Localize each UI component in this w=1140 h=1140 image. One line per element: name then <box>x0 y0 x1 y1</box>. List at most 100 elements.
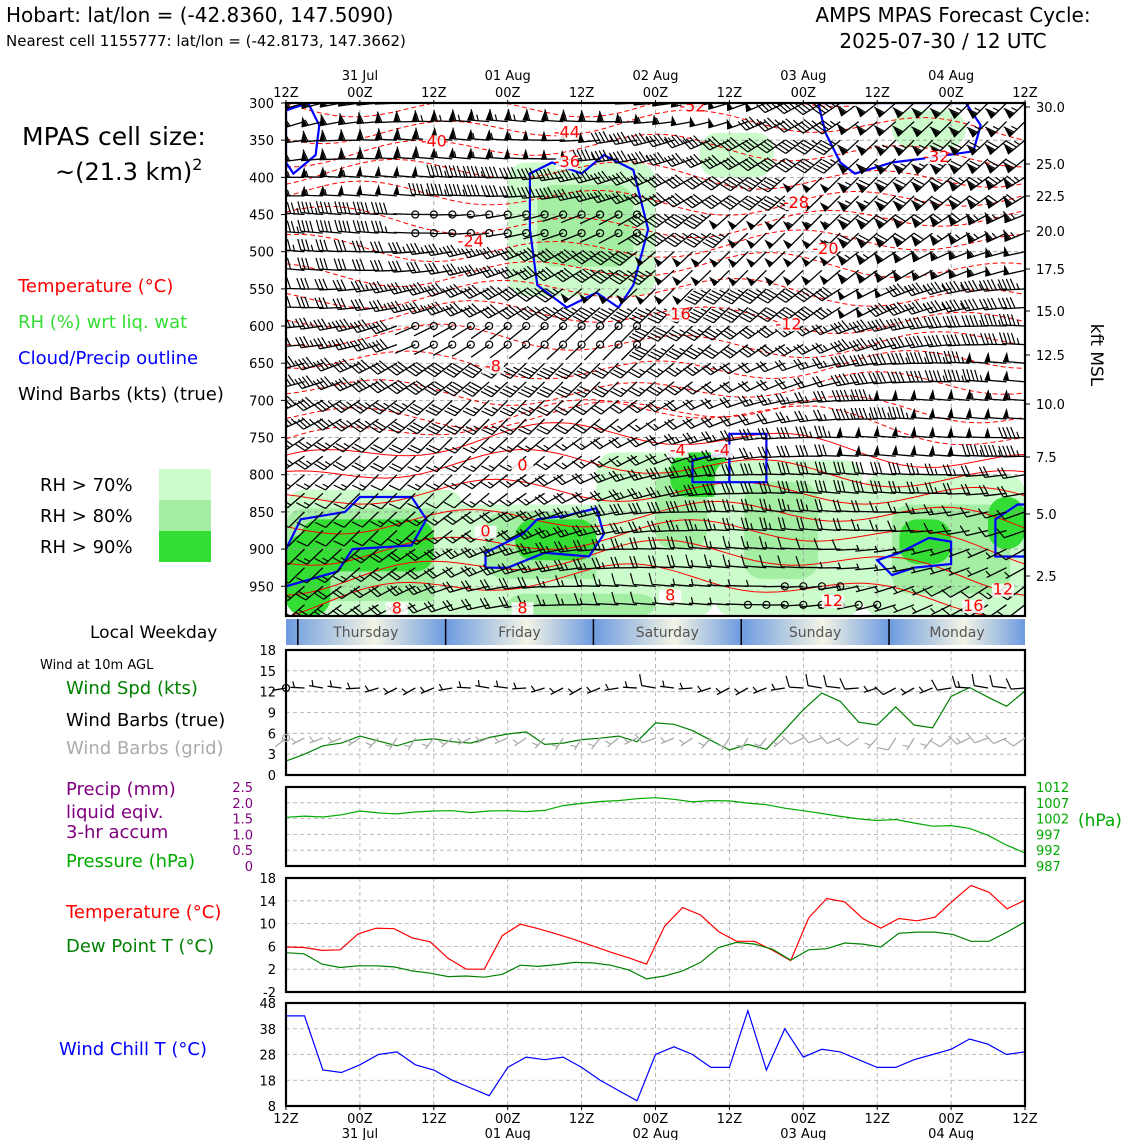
upper-wind-barb-half-barb <box>415 465 422 470</box>
upper-wind-barb-full-barb <box>538 527 547 538</box>
upper-wind-barb-full-barb <box>297 219 302 232</box>
upper-wind-barb-full-barb <box>468 264 477 275</box>
upper-wind-barb-full-barb <box>471 303 481 313</box>
upper-wind-barb-full-barb <box>462 465 474 473</box>
upper-wind-barb-full-barb <box>394 300 403 312</box>
upper-wind-barb-full-barb <box>290 202 296 214</box>
upper-wind-barb-full-barb <box>536 373 548 380</box>
upper-wind-barb-full-barb <box>526 287 537 296</box>
upper-wind-barb-flag <box>522 129 529 140</box>
upper-wind-barb-full-barb <box>480 446 492 454</box>
upper-wind-barb-full-barb <box>297 418 308 428</box>
upper-wind-barb <box>443 474 472 490</box>
upper-wind-barb-full-barb <box>486 287 496 297</box>
cross-section-plot: -48-52-44-40-36 -32-28-24 -20-16-12-8-4 -40… <box>249 91 1106 618</box>
upper-wind-barb-full-barb <box>297 238 302 251</box>
upper-wind-barb-full-barb <box>482 248 492 258</box>
upper-wind-barb-full-barb <box>497 545 506 556</box>
upper-wind-barb-full-barb <box>480 481 491 489</box>
upper-wind-barb-full-barb <box>442 517 454 525</box>
upper-wind-barb <box>388 492 416 510</box>
upper-wind-barb-full-barb <box>445 286 455 297</box>
upper-wind-barb-full-barb <box>516 293 527 302</box>
upper-wind-barb-full-barb <box>335 338 343 350</box>
upper-wind-barb-full-barb <box>409 406 421 413</box>
upper-wind-barb-full-barb <box>538 311 550 319</box>
upper-wind-barb-full-barb <box>464 598 473 610</box>
upper-wind-barb-full-barb <box>317 337 325 349</box>
upper-wind-barb-full-barb <box>309 202 314 214</box>
upper-wind-barb-half-barb <box>439 114 442 122</box>
upper-wind-barb-half-barb <box>292 244 296 252</box>
upper-wind-barb-half-barb <box>346 401 352 407</box>
upper-wind-barb-staff <box>286 158 287 164</box>
upper-wind-barb <box>331 585 361 600</box>
upper-wind-barb-full-barb <box>278 317 283 328</box>
upper-wind-barb-full-barb <box>452 165 458 177</box>
upper-wind-barb <box>413 340 438 355</box>
upper-wind-barb <box>536 381 564 398</box>
upper-wind-barb <box>442 581 471 593</box>
upper-wind-barb <box>518 362 546 380</box>
upper-wind-barb <box>480 437 509 454</box>
upper-wind-barb <box>332 297 360 311</box>
upper-wind-barb <box>331 399 361 414</box>
upper-wind-barb-full-barb <box>301 220 306 232</box>
upper-wind-barb-flag <box>356 113 363 124</box>
upper-wind-barb-full-barb <box>261 456 270 467</box>
upper-wind-barb-full-barb <box>438 165 443 177</box>
upper-wind-barb-full-barb <box>526 265 536 275</box>
upper-wind-barb-full-barb <box>471 284 481 294</box>
upper-wind-barb-full-barb <box>333 521 345 528</box>
upper-wind-barb-half-barb <box>527 546 532 553</box>
upper-wind-barb-full-barb <box>350 281 358 293</box>
upper-wind-barb-full-barb <box>395 103 401 104</box>
upper-wind-barb-flag <box>300 150 307 161</box>
upper-wind-barb-full-barb <box>510 166 517 179</box>
upper-wind-barb-full-barb <box>497 311 508 320</box>
upper-wind-barb-full-barb <box>535 542 542 554</box>
upper-wind-barb-half-barb <box>550 96 552 102</box>
upper-wind-barb-staff <box>286 305 287 309</box>
upper-wind-barb-calm <box>411 321 420 331</box>
upper-wind-barb <box>517 186 545 199</box>
upper-wind-barb-calm <box>429 340 438 349</box>
upper-wind-barb-full-barb <box>301 398 311 408</box>
upper-wind-barb-half-barb <box>420 115 424 122</box>
upper-wind-barb-full-barb <box>538 475 548 485</box>
upper-wind-barb-full-barb <box>523 248 533 259</box>
upper-wind-barb-full-barb <box>295 593 306 601</box>
upper-wind-barb <box>516 543 545 555</box>
upper-wind-barb-full-barb <box>432 262 440 274</box>
upper-wind-barb-full-barb <box>376 111 383 123</box>
upper-wind-barb <box>480 185 508 198</box>
upper-wind-barb-full-barb <box>331 591 342 600</box>
upper-wind-barb <box>480 455 509 472</box>
upper-wind-barb <box>508 340 531 360</box>
upper-wind-barb <box>334 201 360 216</box>
upper-wind-barb-staff <box>374 193 397 197</box>
upper-wind-barb-full-barb <box>372 423 384 431</box>
upper-wind-barb-full-barb <box>354 443 366 451</box>
upper-wind-barb <box>296 548 324 565</box>
upper-wind-barb-full-barb <box>427 582 436 593</box>
top-axis-date: 03 Aug <box>780 69 826 84</box>
upper-wind-barb-half-barb <box>309 340 314 347</box>
upper-wind-barb-half-barb <box>506 445 514 451</box>
upper-wind-barb <box>332 455 361 471</box>
upper-wind-barb-full-barb <box>452 363 464 371</box>
upper-wind-barb-full-barb <box>482 512 493 522</box>
upper-wind-barb-full-barb <box>544 91 549 102</box>
upper-wind-barb-full-barb <box>499 391 511 398</box>
upper-wind-barb-full-barb <box>372 404 384 413</box>
upper-wind-barb-full-barb <box>484 166 491 178</box>
upper-wind-barb-half-barb <box>346 420 352 425</box>
upper-wind-barb-full-barb <box>412 183 417 195</box>
isotherm-line <box>286 180 1025 216</box>
upper-wind-barb-full-barb <box>488 185 495 197</box>
upper-wind-barb-full-barb <box>536 428 548 435</box>
upper-wind-barb-staff <box>485 138 508 141</box>
upper-wind-barb-full-barb <box>427 386 439 394</box>
upper-wind-barb-full-barb <box>536 409 548 417</box>
cloud-outline-path <box>994 503 1025 558</box>
